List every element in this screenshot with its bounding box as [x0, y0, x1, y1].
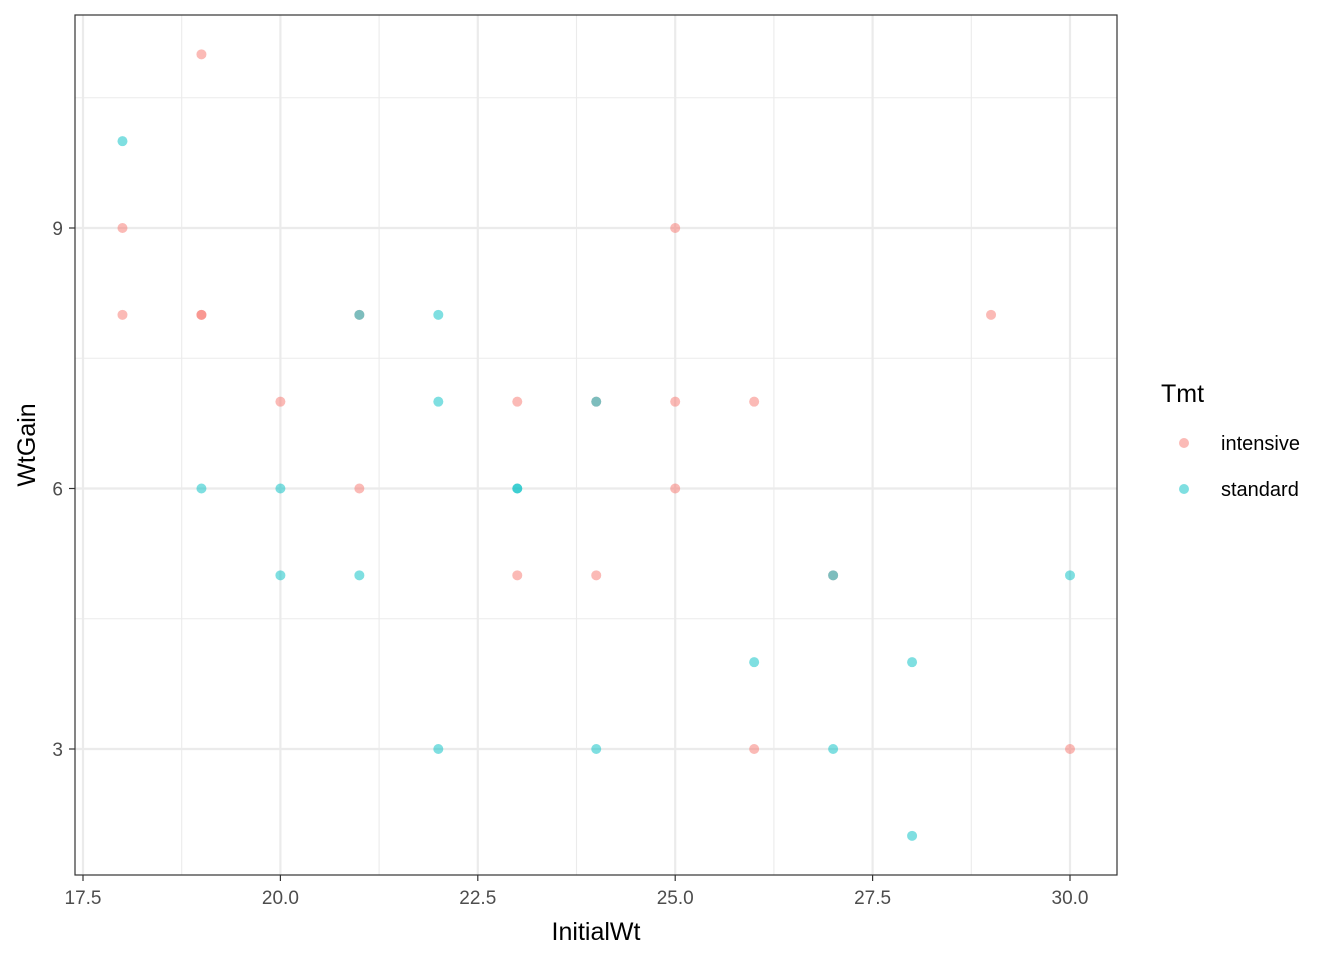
- data-point-intensive: [354, 483, 365, 494]
- data-point-standard: [591, 744, 602, 754]
- x-axis-ticks: 17.5 20.0 22.5 25.0 27.5 30.0: [65, 875, 1089, 909]
- data-point-standard: [117, 136, 128, 147]
- data-point-intensive: [1065, 744, 1075, 754]
- data-point-intensive: [512, 570, 523, 581]
- y-tick-label: 6: [52, 480, 63, 501]
- x-tick-label: 25.0: [657, 888, 694, 909]
- minor-gridlines: [75, 15, 1117, 875]
- data-point-intensive: [512, 396, 523, 407]
- data-point-intensive: [749, 396, 760, 407]
- y-axis-ticks: 3 6 9: [52, 219, 75, 761]
- legend-title: Tmt: [1161, 380, 1204, 408]
- data-point-standard: [196, 483, 207, 494]
- data-point-intensive: [986, 309, 997, 320]
- data-point-standard: [275, 483, 286, 494]
- data-point-intensive: [749, 744, 760, 754]
- data-point-standard: [354, 309, 365, 320]
- data-point-intensive: [117, 309, 128, 320]
- data-point-standard: [749, 657, 760, 668]
- data-point-intensive: [670, 396, 681, 407]
- legend-key-standard: [1179, 484, 1189, 494]
- data-point-intensive: [117, 223, 128, 233]
- data-point-standard: [433, 744, 444, 754]
- data-point-standard: [907, 830, 918, 841]
- x-axis-title: InitialWt: [552, 918, 641, 946]
- x-tick-label: 20.0: [262, 888, 299, 909]
- legend: Tmt intensive standard: [1161, 380, 1300, 501]
- data-point-standard: [907, 657, 918, 668]
- x-tick-label: 17.5: [65, 888, 102, 909]
- y-tick-label: 3: [52, 740, 63, 761]
- x-tick-label: 22.5: [459, 888, 496, 909]
- x-tick-label: 30.0: [1052, 888, 1089, 909]
- data-point-intensive: [275, 396, 286, 407]
- data-point-standard: [512, 483, 523, 494]
- data-point-standard: [828, 570, 839, 581]
- legend-label-standard: standard: [1221, 479, 1299, 501]
- data-point-standard: [275, 570, 286, 581]
- data-point-intensive: [670, 483, 681, 494]
- data-point-standard: [1065, 570, 1075, 581]
- data-point-standard: [433, 309, 444, 320]
- plot-panel: [75, 15, 1117, 875]
- legend-key-intensive: [1179, 438, 1189, 448]
- plot-border: [74, 14, 1118, 876]
- data-point-standard: [828, 744, 839, 754]
- y-axis-title: WtGain: [13, 403, 41, 486]
- data-points: [117, 49, 1075, 841]
- y-tick-label: 9: [52, 219, 63, 240]
- data-point-standard: [354, 570, 365, 581]
- data-point-intensive: [196, 49, 207, 60]
- x-tick-label: 27.5: [854, 888, 891, 909]
- data-point-standard: [591, 396, 602, 407]
- legend-label-intensive: intensive: [1221, 433, 1300, 455]
- data-point-intensive: [670, 223, 681, 233]
- data-point-standard: [433, 396, 444, 407]
- data-point-intensive: [591, 570, 602, 581]
- data-point-intensive: [196, 309, 207, 320]
